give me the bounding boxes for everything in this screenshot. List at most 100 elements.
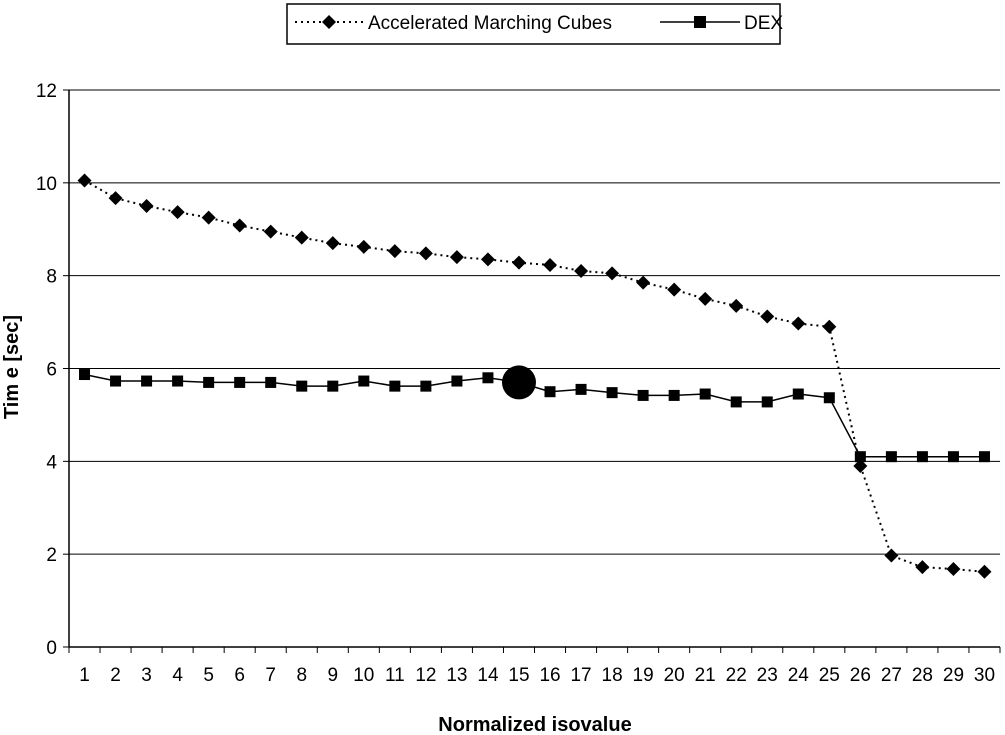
axes [63,89,1001,653]
marker-amc-26 [853,458,868,473]
marker-amc-7 [263,224,278,239]
marker-dex-2 [110,375,122,387]
marker-amc-3 [139,199,154,214]
legend-label-amc: Accelerated Marching Cubes [368,13,612,34]
marker-dex-20 [668,389,680,401]
marker-amc-4 [170,205,185,220]
x-tick-label-19: 19 [633,665,654,686]
marker-dex-9 [327,380,339,392]
marker-dex-3 [141,375,153,387]
marker-dex-1 [79,369,91,381]
x-tick-label-10: 10 [353,665,374,686]
marker-amc-24 [791,316,806,331]
x-tick-label-30: 30 [974,665,995,686]
marker-amc-13 [449,250,464,265]
x-tick-label-1: 1 [79,665,90,686]
x-tick-label-22: 22 [726,665,747,686]
x-tick-label-16: 16 [539,665,560,686]
marker-dex-27 [885,451,897,463]
x-tick-label-26: 26 [850,665,871,686]
legend-marker-amc [322,15,336,29]
series-layer [77,173,992,579]
marker-dex-10 [358,375,370,387]
y-axis-title: Tim e [sec] [1,315,23,419]
marker-amc-16 [543,257,558,272]
marker-dex-17 [575,383,587,395]
marker-amc-21 [698,291,713,306]
marker-amc-25 [822,319,837,334]
x-tick-label-27: 27 [881,665,902,686]
marker-amc-11 [387,244,402,259]
x-tick-labels: 1 2 3 4 5 6 7 8 9 10 11 12 13 14 15 16 17 18 19 20 21 22 23 24 2… [79,665,995,686]
x-tick-label-29: 29 [943,665,964,686]
x-tick-label-5: 5 [203,665,214,686]
marker-amc-15 [511,255,526,270]
marker-dex-28 [916,451,928,463]
x-tick-label-2: 2 [110,665,121,686]
x-tick-label-11: 11 [385,665,405,686]
marker-dex-24 [792,388,804,400]
y-tick-label-10: 10 [36,174,57,195]
marker-amc-30 [977,564,992,579]
marker-dex-18 [606,387,618,399]
marker-amc-23 [760,309,775,324]
marker-dex-29 [947,451,959,463]
legend-marker-dex [694,16,706,28]
gridlines [69,89,1000,555]
x-tick-label-25: 25 [819,665,840,686]
x-tick-label-20: 20 [664,665,685,686]
y-tick-label-2: 2 [46,545,57,566]
marker-dex-8 [296,380,308,392]
marker-amc-8 [294,230,309,245]
marker-dex-14 [482,372,494,384]
x-tick-label-13: 13 [446,665,467,686]
x-tick-label-23: 23 [757,665,778,686]
y-tick-label-12: 12 [36,81,57,102]
y-tick-label-8: 8 [46,267,57,288]
marker-amc-12 [418,246,433,261]
x-tick-label-6: 6 [234,665,245,686]
x-tick-label-21: 21 [695,665,716,686]
marker-dex-21 [699,388,711,400]
marker-dex-12 [420,380,432,392]
x-tick-label-9: 9 [327,665,338,686]
marker-dex-23 [761,396,773,408]
x-tick-label-3: 3 [141,665,152,686]
marker-dex-25 [823,392,835,404]
marker-dex-16 [544,386,556,398]
marker-dex-6 [234,376,246,388]
marker-dex-5 [203,376,215,388]
marker-amc-14 [480,252,495,267]
marker-amc-22 [729,298,744,313]
marker-amc-6 [232,218,247,233]
x-tick-label-12: 12 [415,665,436,686]
marker-amc-10 [356,239,371,254]
marker-amc-19 [636,275,651,290]
x-tick-label-4: 4 [172,665,183,686]
marker-amc-27 [884,548,899,563]
marker-amc-28 [915,560,930,575]
y-tick-label-0: 0 [46,638,57,659]
marker-amc-1 [77,173,92,188]
marker-dex-19 [637,389,649,401]
x-tick-label-28: 28 [912,665,933,686]
marker-amc-9 [325,236,340,251]
marker-dex-22 [730,396,742,408]
marker-dex-13 [451,375,463,387]
marker-amc-18 [605,266,620,281]
y-tick-labels: 0 2 4 6 8 10 12 [36,81,58,659]
marker-dex-11 [389,380,401,392]
x-axis-title: Normalized isovalue [438,714,631,735]
marker-dex-26 [854,451,866,463]
x-tick-label-15: 15 [508,665,529,686]
marker-amc-20 [667,282,682,297]
y-tick-label-4: 4 [46,452,57,473]
x-tick-label-7: 7 [265,665,276,686]
marker-dex-30 [978,451,990,463]
highlight-point [501,365,536,400]
marker-amc-5 [201,210,216,225]
x-tick-label-8: 8 [296,665,307,686]
x-tick-label-18: 18 [602,665,623,686]
marker-amc-17 [574,264,589,279]
